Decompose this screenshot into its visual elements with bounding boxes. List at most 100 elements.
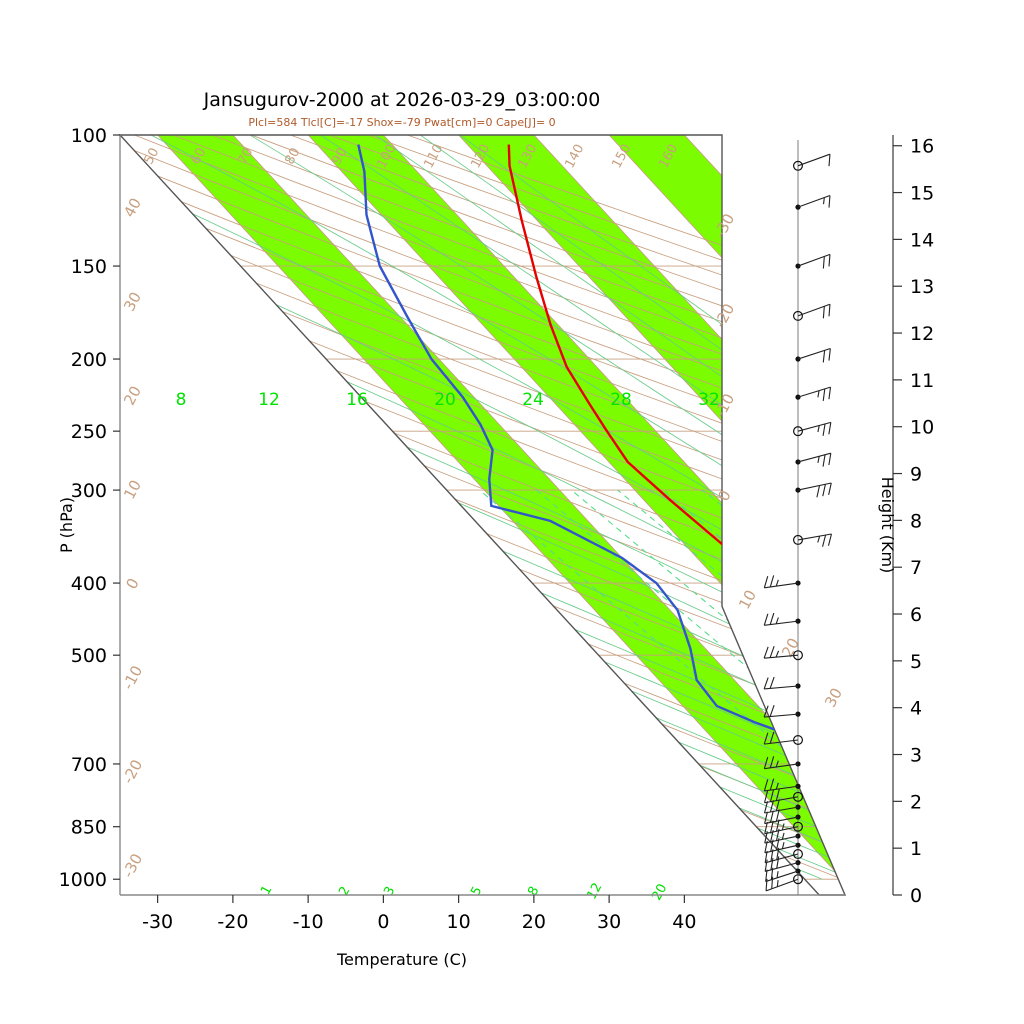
mixing-ratio-label: 20 (649, 882, 670, 904)
wind-barb-shaft (765, 862, 799, 872)
height-tick-label: 7 (910, 557, 922, 579)
dry-adiabat-line (120, 135, 845, 894)
wind-barb-half (775, 782, 779, 790)
wind-barb-full (769, 789, 774, 802)
wind-barb-full (822, 534, 827, 547)
wind-barb-shaft (797, 348, 831, 360)
wind-barb-shaft (797, 533, 832, 541)
wind-barb-full (828, 422, 832, 435)
wind-barb-full (770, 820, 774, 833)
wind-barb-shaft (765, 878, 799, 892)
wind-barb-full (822, 350, 826, 363)
page-title: Jansugurov-2000 at 2026-03-29_03:00:00 (203, 89, 601, 111)
wind-level-ring (792, 821, 803, 832)
wind-barb-shaft (764, 796, 799, 804)
pressure-tick-label: 150 (71, 256, 107, 278)
wind-barb-full (822, 256, 825, 269)
wind-barb-half (781, 823, 785, 831)
height-tick-label: 1 (910, 838, 922, 860)
wind-level-ring (792, 849, 803, 860)
pressure-tick-label: 250 (71, 421, 107, 443)
wind-barb-full (775, 819, 780, 832)
dry-adiabat-line (120, 135, 845, 894)
wind-barb-full (763, 646, 769, 659)
height-tick-label: 10 (910, 417, 934, 439)
pressure-tick-label: 1000 (59, 869, 107, 891)
wind-barb-shaft (764, 835, 799, 844)
pressure-tick-label: 500 (71, 645, 107, 667)
height-tick-label: 3 (910, 745, 922, 767)
height-tick-label: 16 (910, 136, 934, 158)
height-tick-label: 8 (910, 510, 922, 532)
pressure-tick-label: 200 (71, 349, 107, 371)
wind-barb-shaft (764, 816, 799, 825)
wind-barb-half (775, 760, 779, 768)
dry-adiabat-label: 90 (329, 146, 350, 168)
wind-level-ring (792, 534, 803, 545)
wind-barb-full (828, 348, 831, 361)
wind-level-ring (792, 791, 803, 802)
wind-barb-half (775, 579, 779, 587)
wind-barb-shaft (797, 482, 832, 491)
wind-barb-full (816, 485, 821, 498)
moist-adiabat-line (150, 135, 845, 880)
height-tick-label: 2 (910, 791, 922, 813)
wind-barb-half (817, 425, 820, 433)
temperature-tick-label: -10 (293, 911, 324, 933)
dry-adiabat-label: 80 (282, 146, 303, 168)
wind-barb-full (828, 195, 831, 208)
wind-barb-shaft (765, 853, 799, 864)
wind-barb-shaft (764, 826, 799, 835)
mixing-ratio-label: 12 (584, 881, 605, 903)
theta-e-label: 16 (346, 390, 368, 410)
wind-level-dot (795, 868, 801, 874)
wind-barb-shaft (797, 386, 831, 398)
wind-barb-shaft (764, 654, 799, 659)
dry-adiabat-line (120, 135, 845, 894)
wind-barb-full (769, 778, 775, 791)
wind-barb-full (769, 731, 775, 744)
dry-adiabat-line (120, 135, 845, 894)
wind-barb-shaft (797, 153, 831, 167)
moist-adiabat-line (120, 135, 845, 880)
height-tick-label: 13 (910, 276, 934, 298)
dry-adiabat-line (120, 135, 845, 894)
wind-barb-full (775, 809, 780, 822)
theta-e-label: 24 (522, 390, 544, 410)
wind-level-dot (795, 804, 801, 810)
wind-barb-full (769, 575, 775, 588)
dry-adiabat-label: 70 (235, 146, 256, 168)
moist-adiabat-line (120, 135, 845, 880)
wind-barb-shaft (797, 303, 831, 317)
wind-barb-full (828, 482, 832, 495)
wind-barb-half (817, 456, 820, 463)
wind-barb-full (822, 484, 826, 497)
height-tick-label: 12 (910, 323, 934, 345)
theta-e-label: 32 (698, 390, 720, 410)
pressure-tick-label: 850 (71, 817, 107, 839)
wind-barb-full (769, 612, 775, 625)
wind-barb-shaft (797, 253, 831, 267)
shading-band (157, 135, 845, 895)
wind-barb-full (828, 387, 832, 400)
wind-barb-half (775, 617, 779, 625)
wind-level-dot (795, 783, 801, 789)
dry-adiabat-line (120, 135, 845, 894)
wind-level-dot (795, 394, 801, 400)
wind-barb-half (817, 390, 820, 398)
y-axis-title: P (hPa) (57, 497, 76, 553)
wind-barb-shaft (797, 194, 831, 208)
wind-barb-shaft (764, 582, 799, 589)
wind-barb-full (763, 779, 769, 792)
wind-level-dot (795, 263, 801, 269)
dewpoint-profile-line (357, 144, 845, 786)
wind-barb-full (822, 423, 826, 436)
dry-adiabat-line (120, 135, 845, 894)
theta-e-label: 12 (258, 390, 280, 410)
temperature-tick-label: 20 (522, 911, 546, 933)
wind-level-ring (792, 426, 803, 437)
temperature-tick-label: -30 (142, 911, 173, 933)
wind-barb-full (822, 306, 825, 319)
